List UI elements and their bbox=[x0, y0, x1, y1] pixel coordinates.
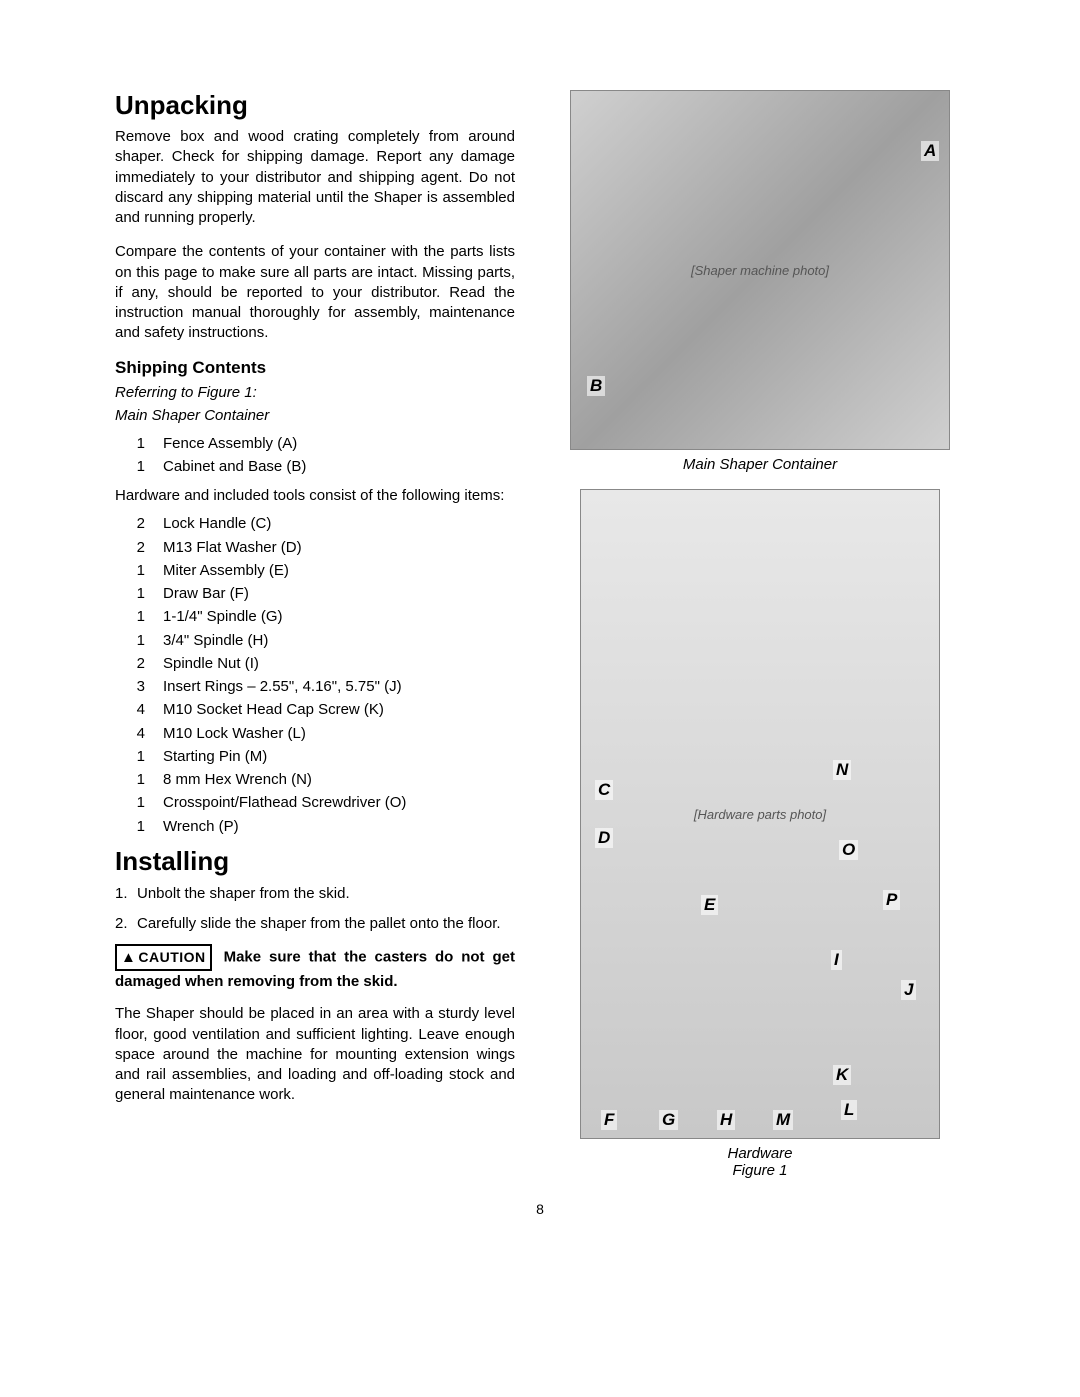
figure-hardware: [Hardware parts photo] C D E F G H I J KL M N O P bbox=[580, 489, 940, 1139]
part-desc: Wrench (P) bbox=[163, 815, 239, 838]
figure-label: P bbox=[883, 890, 900, 910]
part-qty: 1 bbox=[115, 768, 163, 791]
figure-label: L bbox=[841, 1100, 857, 1120]
paragraph-placement: The Shaper should be placed in an area w… bbox=[115, 1004, 515, 1105]
figure-label: N bbox=[833, 760, 851, 780]
part-desc: Crosspoint/Flathead Screwdriver (O) bbox=[163, 791, 406, 814]
install-step: 2.Carefully slide the shaper from the pa… bbox=[115, 913, 515, 935]
referring-line: Referring to Figure 1: bbox=[115, 382, 515, 403]
main-container-line: Main Shaper Container bbox=[115, 405, 515, 426]
page-number: 8 bbox=[536, 1201, 544, 1217]
step-text: Unbolt the shaper from the skid. bbox=[137, 883, 350, 905]
figure-label: D bbox=[595, 828, 613, 848]
step-number: 2. bbox=[115, 913, 137, 935]
warning-icon: ▲ bbox=[121, 947, 136, 968]
parts-list-item: 3Insert Rings – 2.55", 4.16", 5.75" (J) bbox=[115, 675, 515, 698]
step-number: 1. bbox=[115, 883, 137, 905]
figure-label: O bbox=[839, 840, 858, 860]
part-desc: 8 mm Hex Wrench (N) bbox=[163, 768, 312, 791]
part-desc: M13 Flat Washer (D) bbox=[163, 536, 302, 559]
figure-alt: [Shaper machine photo] bbox=[691, 263, 829, 278]
heading-installing: Installing bbox=[115, 846, 515, 877]
parts-list-item: 13/4" Spindle (H) bbox=[115, 629, 515, 652]
figure-label: E bbox=[701, 895, 718, 915]
install-step: 1.Unbolt the shaper from the skid. bbox=[115, 883, 515, 905]
caution-badge: ▲ CAUTION bbox=[115, 944, 212, 971]
figure-label: K bbox=[833, 1065, 851, 1085]
figure-label: H bbox=[717, 1110, 735, 1130]
part-desc: Lock Handle (C) bbox=[163, 512, 271, 535]
part-desc: Draw Bar (F) bbox=[163, 582, 249, 605]
part-desc: 3/4" Spindle (H) bbox=[163, 629, 268, 652]
part-qty: 1 bbox=[115, 432, 163, 455]
part-qty: 4 bbox=[115, 722, 163, 745]
install-steps-list: 1.Unbolt the shaper from the skid.2.Care… bbox=[115, 883, 515, 935]
figure1-caption: Main Shaper Container bbox=[683, 456, 837, 473]
parts-list-item: 2Spindle Nut (I) bbox=[115, 652, 515, 675]
hardware-intro: Hardware and included tools consist of t… bbox=[115, 486, 515, 506]
part-qty: 1 bbox=[115, 559, 163, 582]
part-qty: 2 bbox=[115, 652, 163, 675]
figure-label: I bbox=[831, 950, 842, 970]
main-parts-list: 1Fence Assembly (A)1Cabinet and Base (B) bbox=[115, 432, 515, 479]
parts-list-item: 4M10 Lock Washer (L) bbox=[115, 722, 515, 745]
part-qty: 3 bbox=[115, 675, 163, 698]
figure-label: A bbox=[921, 141, 939, 161]
figure-label: M bbox=[773, 1110, 793, 1130]
part-qty: 2 bbox=[115, 536, 163, 559]
figure-label: J bbox=[901, 980, 916, 1000]
heading-shipping-contents: Shipping Contents bbox=[115, 358, 515, 378]
manual-page: Unpacking Remove box and wood crating co… bbox=[0, 0, 1080, 1397]
part-desc: 1-1/4" Spindle (G) bbox=[163, 605, 283, 628]
parts-list-item: 1Wrench (P) bbox=[115, 815, 515, 838]
figure-label: C bbox=[595, 780, 613, 800]
part-desc: Insert Rings – 2.55", 4.16", 5.75" (J) bbox=[163, 675, 402, 698]
part-qty: 1 bbox=[115, 815, 163, 838]
part-desc: Fence Assembly (A) bbox=[163, 432, 297, 455]
part-desc: M10 Socket Head Cap Screw (K) bbox=[163, 698, 384, 721]
figure2-caption-2: Figure 1 bbox=[732, 1162, 787, 1179]
figure-label: F bbox=[601, 1110, 617, 1130]
figure-alt: [Hardware parts photo] bbox=[694, 807, 826, 822]
heading-unpacking: Unpacking bbox=[115, 90, 515, 121]
parts-list-item: 2M13 Flat Washer (D) bbox=[115, 536, 515, 559]
part-qty: 1 bbox=[115, 582, 163, 605]
parts-list-item: 1Starting Pin (M) bbox=[115, 745, 515, 768]
parts-list-item: 4M10 Socket Head Cap Screw (K) bbox=[115, 698, 515, 721]
part-qty: 1 bbox=[115, 745, 163, 768]
figure-label: B bbox=[587, 376, 605, 396]
part-qty: 4 bbox=[115, 698, 163, 721]
part-desc: Cabinet and Base (B) bbox=[163, 455, 306, 478]
figure-main-shaper: [Shaper machine photo] A B bbox=[570, 90, 950, 450]
part-qty: 1 bbox=[115, 605, 163, 628]
parts-list-item: 2Lock Handle (C) bbox=[115, 512, 515, 535]
hardware-parts-list: 2Lock Handle (C)2M13 Flat Washer (D)1Mit… bbox=[115, 512, 515, 838]
parts-list-item: 1Draw Bar (F) bbox=[115, 582, 515, 605]
part-desc: Miter Assembly (E) bbox=[163, 559, 289, 582]
two-column-layout: Unpacking Remove box and wood crating co… bbox=[115, 90, 975, 1195]
part-desc: Spindle Nut (I) bbox=[163, 652, 259, 675]
figure2-caption-1: Hardware bbox=[727, 1145, 792, 1162]
paragraph-unpacking-1: Remove box and wood crating completely f… bbox=[115, 127, 515, 228]
part-desc: Starting Pin (M) bbox=[163, 745, 267, 768]
paragraph-unpacking-2: Compare the contents of your container w… bbox=[115, 242, 515, 343]
parts-list-item: 1Cabinet and Base (B) bbox=[115, 455, 515, 478]
part-qty: 1 bbox=[115, 791, 163, 814]
part-qty: 2 bbox=[115, 512, 163, 535]
figure-column: [Shaper machine photo] A B Main Shaper Co… bbox=[545, 90, 975, 1195]
figure-label: G bbox=[659, 1110, 678, 1130]
text-column: Unpacking Remove box and wood crating co… bbox=[115, 90, 515, 1195]
step-text: Carefully slide the shaper from the pall… bbox=[137, 913, 501, 935]
parts-list-item: 1Miter Assembly (E) bbox=[115, 559, 515, 582]
part-qty: 1 bbox=[115, 629, 163, 652]
parts-list-item: 1Fence Assembly (A) bbox=[115, 432, 515, 455]
caution-label: CAUTION bbox=[138, 948, 205, 968]
part-desc: M10 Lock Washer (L) bbox=[163, 722, 306, 745]
part-qty: 1 bbox=[115, 455, 163, 478]
parts-list-item: 1Crosspoint/Flathead Screwdriver (O) bbox=[115, 791, 515, 814]
caution-paragraph: ▲ CAUTION Make sure that the casters do … bbox=[115, 944, 515, 992]
parts-list-item: 18 mm Hex Wrench (N) bbox=[115, 768, 515, 791]
parts-list-item: 11-1/4" Spindle (G) bbox=[115, 605, 515, 628]
